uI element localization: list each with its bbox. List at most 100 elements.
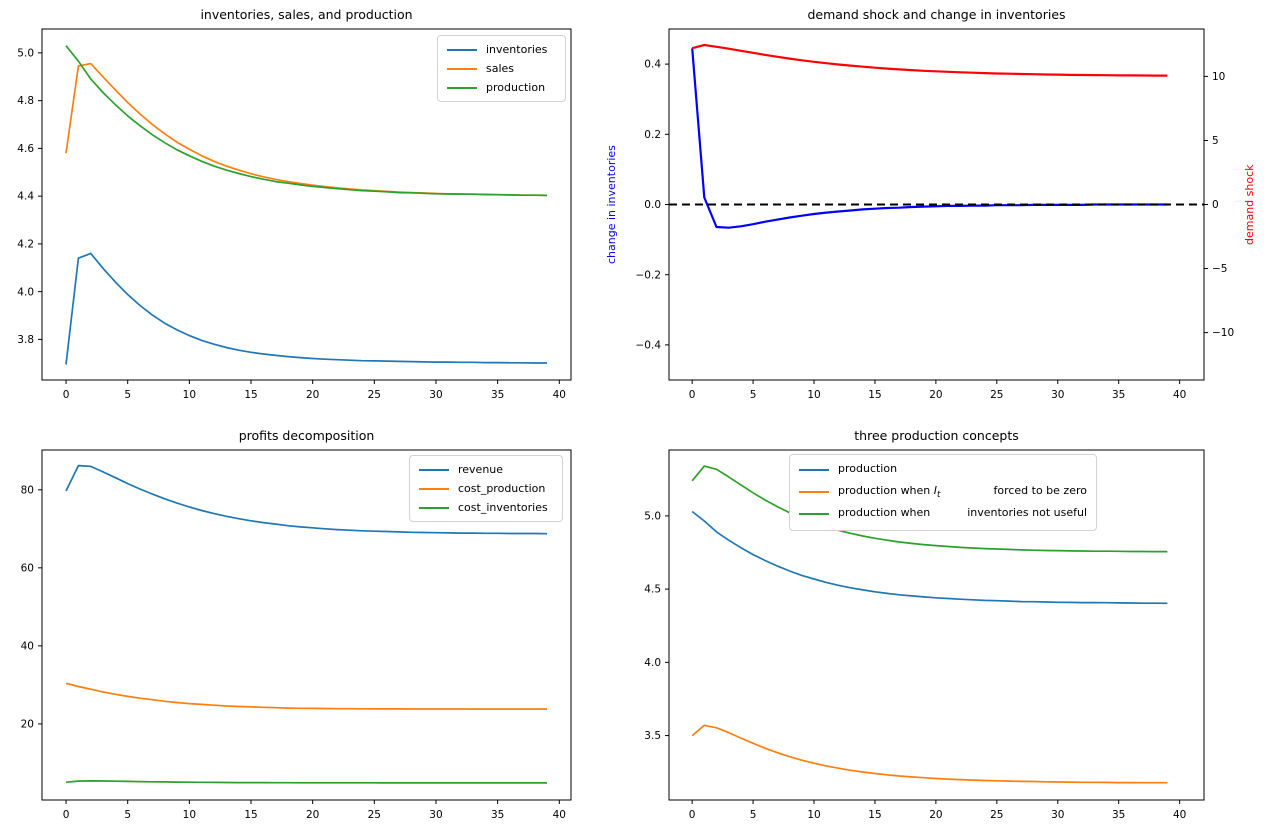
legend-label: production when inventories not useful [838, 506, 1087, 520]
x-tick-label: 25 [990, 809, 1003, 821]
x-tick-label: 15 [868, 809, 881, 821]
legend-line-sample-cost-production [419, 487, 449, 490]
x-tick-label: 20 [306, 389, 319, 401]
y-tick-label: −0.4 [636, 340, 662, 352]
y2-tick-label: −10 [1212, 327, 1234, 339]
legend-line-sample-cost-inventories [419, 506, 449, 509]
x-tick-label: 20 [929, 389, 942, 401]
chart-title-inventories-sales-production: inventories, sales, and production [200, 7, 413, 22]
x-tick-label: 25 [368, 809, 381, 821]
y2-tick-label: 5 [1212, 135, 1219, 147]
axes-frame [41, 28, 572, 381]
axes-frame [41, 449, 572, 801]
x-tick-label: 35 [1112, 809, 1125, 821]
y-tick-label: 4.5 [644, 584, 661, 596]
series-line-demand-shock [691, 43, 1168, 77]
series-line-inventories [65, 252, 547, 365]
chart-three-production-concepts: 0 5 10 15 20 25 30 35 40 3.5 4.0 4.5 5.0 [644, 449, 1205, 821]
x-tick-label: 30 [1051, 389, 1064, 401]
chart-title-profits-decomposition: profits decomposition [238, 428, 375, 443]
x-tick-label: 40 [1173, 809, 1186, 821]
y-tick-label: 60 [21, 562, 34, 574]
y-tick-label: 4.0 [17, 286, 34, 298]
legend-item: production [799, 462, 1087, 478]
x-tick-label: 10 [183, 389, 196, 401]
x-tick-label: 5 [124, 809, 131, 821]
y-axis-label-demand-shock: demand shock [1243, 164, 1256, 245]
legend-item: revenue [419, 463, 553, 476]
series-line-revenue [65, 464, 548, 535]
x-tick-label: 15 [244, 389, 257, 401]
y-tick-label: 0.4 [644, 59, 661, 71]
y-tick-label: 4.2 [17, 238, 34, 250]
x-tick-label: 0 [689, 389, 696, 401]
x-tick-label: 10 [807, 809, 820, 821]
x-tick-label: 35 [491, 809, 504, 821]
legend-item: production [447, 81, 556, 94]
x-tick-label: 40 [1173, 389, 1186, 401]
legend-line-sample-production [447, 86, 477, 89]
legend-three-production-concepts: production production when It forced to … [789, 454, 1097, 531]
x-tick-label: 40 [553, 389, 566, 401]
x-tick-label: 0 [689, 809, 696, 821]
legend-label: production when It forced to be zero [838, 484, 1087, 501]
x-tick-label: 20 [306, 809, 319, 821]
legend-line-sample-production-I-zero [799, 491, 829, 494]
legend-item: sales [447, 62, 556, 75]
x-tick-label: 25 [368, 389, 381, 401]
series-line-production [65, 45, 548, 197]
x-tick-label: 0 [63, 809, 70, 821]
legend-label: sales [486, 62, 515, 75]
y-tick-label: 80 [21, 484, 34, 496]
x-tick-label: 20 [929, 809, 942, 821]
x-tick-label: 0 [63, 389, 70, 401]
legend-line-sample-sales [447, 67, 477, 70]
legend-line-sample-revenue [419, 468, 449, 471]
y-tick-label: 4.8 [17, 95, 34, 107]
legend-inventories-sales-production: inventories sales production [437, 35, 566, 102]
legend-label: cost_production [458, 482, 546, 495]
legend-profits-decomposition: revenue cost_production cost_inventories [409, 455, 563, 522]
x-tick-label: 35 [1112, 389, 1125, 401]
x-tick-label: 30 [429, 809, 442, 821]
y-tick-label: 20 [21, 719, 34, 731]
chart-demand-shock-change-in-inventories: 0 5 10 15 20 25 30 35 40 −0.4 −0.2 0.0 0.2 0.4 −10 −5 0 5… [636, 28, 1234, 401]
legend-item: cost_production [419, 482, 553, 495]
y2-tick-label: 10 [1212, 71, 1225, 83]
legend-item: production when inventories not useful [799, 506, 1087, 522]
x-tick-label: 5 [124, 389, 131, 401]
chart-title-three-production-concepts: three production concepts [854, 428, 1019, 443]
legend-item: cost_inventories [419, 501, 553, 514]
axes-frame [668, 449, 1205, 801]
legend-item: inventories [447, 43, 556, 56]
series-line-cost-production [65, 682, 547, 710]
y-tick-label: 40 [21, 640, 34, 652]
legend-label: revenue [458, 463, 504, 476]
x-tick-label: 10 [807, 389, 820, 401]
y-tick-label: 3.5 [644, 730, 661, 742]
y-tick-label: 5.0 [644, 510, 661, 522]
y-tick-label: 4.6 [17, 143, 34, 155]
chart-profits-decomposition: 0 5 10 15 20 25 30 35 40 20 40 60 80 [21, 449, 572, 821]
series-line-cost-inventories [65, 780, 547, 784]
legend-item: production when It forced to be zero [799, 484, 1087, 500]
y-axis-label-change-in-inventories: change in inventories [605, 145, 618, 264]
x-tick-label: 30 [1051, 809, 1064, 821]
x-tick-label: 5 [750, 809, 757, 821]
legend-line-sample-inventories [447, 48, 477, 51]
x-tick-label: 15 [868, 389, 881, 401]
x-tick-label: 5 [750, 389, 757, 401]
legend-label: production [838, 462, 898, 475]
chart-title-demand-shock: demand shock and change in inventories [807, 7, 1066, 22]
y-tick-label: 0.0 [644, 199, 661, 211]
y-tick-label: 3.8 [17, 334, 34, 346]
x-tick-label: 30 [429, 389, 442, 401]
legend-label: production [486, 81, 546, 94]
series-line-production-when-i-t-forced-to-be-zero [691, 724, 1168, 784]
legend-line-sample-production-no-inventories [799, 513, 829, 516]
legend-label: cost_inventories [458, 501, 548, 514]
series-line-production-when-inventories-not-useful [691, 465, 1168, 553]
legend-label: inventories [486, 43, 548, 56]
